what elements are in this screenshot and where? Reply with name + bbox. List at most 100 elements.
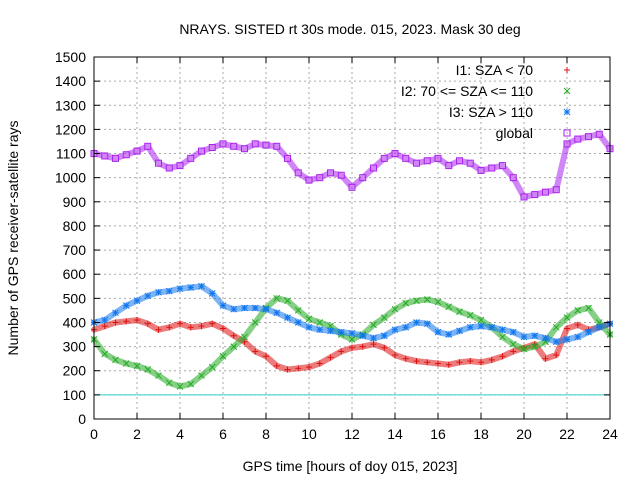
marker-stroke bbox=[370, 164, 377, 172]
marker-stroke bbox=[155, 159, 162, 167]
y-tick-label: 400 bbox=[63, 314, 87, 330]
data-point bbox=[499, 333, 506, 341]
data-point bbox=[499, 162, 506, 170]
legend-marker bbox=[563, 129, 571, 137]
marker-stroke bbox=[391, 326, 399, 334]
marker-stroke bbox=[595, 319, 603, 326]
data-point bbox=[251, 140, 259, 148]
data-point bbox=[542, 188, 549, 196]
data-point bbox=[349, 344, 355, 351]
marker-stroke bbox=[445, 303, 453, 311]
marker-stroke bbox=[305, 176, 313, 184]
x-tick-label: 6 bbox=[219, 426, 227, 442]
marker-stroke bbox=[133, 147, 141, 155]
marker-stroke bbox=[305, 315, 313, 323]
data-point bbox=[391, 326, 399, 334]
marker-stroke bbox=[241, 333, 248, 341]
data-point bbox=[165, 164, 173, 172]
marker-stroke bbox=[563, 336, 571, 343]
marker-stroke bbox=[230, 305, 238, 313]
marker-stroke bbox=[509, 340, 517, 348]
marker-stroke bbox=[466, 323, 474, 331]
x-tick-label: 2 bbox=[133, 426, 141, 442]
marker-stroke bbox=[251, 304, 259, 312]
data-point bbox=[434, 154, 442, 162]
x-tick-label: 4 bbox=[176, 426, 184, 442]
marker-stroke bbox=[208, 290, 216, 297]
marker-stroke bbox=[133, 362, 141, 370]
marker-stroke bbox=[273, 142, 281, 150]
marker-stroke bbox=[122, 360, 130, 367]
marker-stroke bbox=[241, 304, 248, 312]
data-point bbox=[456, 308, 463, 315]
data-point bbox=[531, 332, 539, 340]
data-point bbox=[208, 363, 216, 371]
data-point bbox=[488, 164, 496, 172]
marker-stroke bbox=[370, 334, 377, 342]
marker-stroke bbox=[499, 162, 506, 170]
data-point bbox=[176, 383, 184, 390]
legend-marker bbox=[564, 67, 570, 73]
data-point bbox=[466, 311, 474, 319]
data-point bbox=[348, 183, 356, 191]
data-point bbox=[531, 343, 539, 350]
data-point bbox=[509, 340, 517, 348]
data-point bbox=[392, 352, 398, 359]
data-point bbox=[284, 154, 291, 162]
marker-stroke bbox=[391, 305, 399, 313]
data-point bbox=[133, 297, 141, 305]
marker-stroke bbox=[348, 329, 356, 337]
data-point bbox=[380, 154, 388, 162]
marker-stroke bbox=[509, 174, 517, 182]
y-tick-label: 1100 bbox=[56, 146, 86, 162]
data-point bbox=[337, 171, 345, 179]
data-point bbox=[435, 360, 441, 367]
marker-stroke bbox=[144, 366, 152, 373]
marker-stroke bbox=[230, 343, 238, 350]
marker-stroke bbox=[176, 383, 184, 390]
marker-stroke bbox=[208, 363, 216, 371]
data-point bbox=[262, 141, 270, 149]
marker-stroke bbox=[359, 174, 367, 182]
x-tick-label: 24 bbox=[602, 426, 618, 442]
marker-stroke bbox=[144, 142, 152, 150]
data-point bbox=[423, 157, 431, 165]
data-point bbox=[155, 372, 162, 379]
data-point bbox=[563, 314, 571, 321]
marker-stroke bbox=[499, 326, 506, 334]
data-point bbox=[273, 294, 281, 302]
marker-stroke bbox=[187, 380, 195, 388]
marker-stroke bbox=[133, 297, 141, 305]
data-point bbox=[563, 140, 571, 148]
data-point bbox=[402, 355, 409, 362]
marker-stroke bbox=[456, 308, 463, 315]
data-point bbox=[370, 334, 377, 342]
marker-stroke bbox=[284, 154, 291, 162]
marker-stroke bbox=[563, 87, 571, 95]
data-point bbox=[144, 320, 151, 327]
data-point bbox=[122, 302, 130, 309]
data-point bbox=[499, 326, 506, 334]
marker-stroke bbox=[585, 304, 592, 312]
y-tick-label: 100 bbox=[63, 387, 87, 403]
marker-stroke bbox=[477, 316, 485, 324]
data-point bbox=[456, 359, 463, 366]
data-point bbox=[574, 307, 582, 314]
legend-marker bbox=[563, 108, 571, 116]
data-point bbox=[466, 323, 474, 331]
data-point bbox=[198, 147, 205, 155]
data-point bbox=[208, 144, 216, 151]
data-point bbox=[456, 327, 463, 335]
marker-stroke bbox=[477, 166, 485, 174]
data-point bbox=[198, 372, 205, 379]
series-layer bbox=[90, 130, 614, 390]
data-point bbox=[531, 191, 539, 199]
data-point bbox=[198, 282, 205, 290]
data-point bbox=[295, 365, 302, 372]
marker-stroke bbox=[316, 174, 324, 182]
data-point bbox=[391, 150, 399, 158]
series-i2-70-sza-110 bbox=[90, 294, 614, 390]
marker-stroke bbox=[595, 130, 603, 138]
marker-stroke bbox=[563, 140, 571, 148]
